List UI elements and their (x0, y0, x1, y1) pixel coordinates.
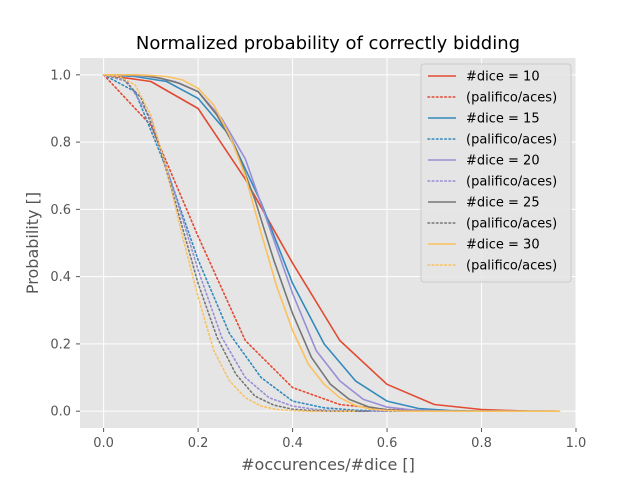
x-tick-label: 0.2 (188, 436, 209, 451)
x-tick-label: 0.6 (377, 436, 398, 451)
y-tick-label: 0.6 (50, 203, 71, 218)
legend-label: (palifico/aces) (466, 217, 557, 232)
legend-label: (palifico/aces) (466, 259, 557, 274)
legend-label: (palifico/aces) (466, 133, 557, 148)
legend-box (420, 63, 572, 283)
x-tick-label: 0.8 (471, 436, 492, 451)
y-tick-label: 0.2 (50, 337, 71, 352)
y-tick-label: 0.8 (50, 136, 71, 151)
y-axis-label: Probability [] (23, 192, 42, 294)
series-group (102, 74, 561, 413)
x-axis-label: #occurences/#dice [] (241, 455, 415, 474)
legend-label: #dice = 10 (466, 70, 540, 85)
series-line-9 (102, 74, 357, 413)
series-line-8 (103, 74, 561, 413)
x-ticks: 0.0 0.2 0.4 0.6 0.8 1.0 (93, 428, 586, 451)
series-line-7 (102, 74, 370, 413)
legend-label: #dice = 20 (466, 154, 540, 169)
legend: #dice = 10 (palifico/aces) #dice = 15 (pali… (420, 63, 572, 283)
x-tick-label: 0.4 (282, 436, 303, 451)
chart-title: Normalized probability of correctly bidd… (136, 33, 520, 54)
legend-label: (palifico/aces) (466, 175, 557, 190)
y-tick-label: 1.0 (50, 68, 71, 83)
legend-label: #dice = 25 (466, 196, 540, 211)
x-tick-label: 0.0 (93, 436, 114, 451)
legend-label: #dice = 30 (466, 238, 540, 253)
series-line-0 (103, 74, 529, 412)
y-tick-label: 0.4 (50, 270, 71, 285)
y-tick-label: 0.0 (50, 405, 71, 420)
y-ticks: 0.0 0.2 0.4 0.6 0.8 1.0 (50, 68, 80, 420)
legend-label: #dice = 15 (466, 112, 540, 127)
x-tick-label: 1.0 (566, 436, 587, 451)
legend-label: (palifico/aces) (466, 91, 557, 106)
